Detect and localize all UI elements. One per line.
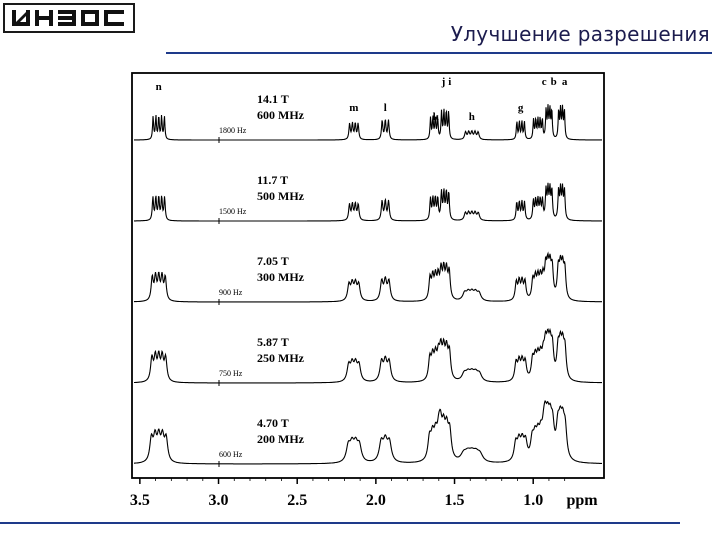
- frequency-label: 200 MHz: [257, 432, 305, 446]
- peak-label-b: b: [551, 76, 557, 88]
- field-strength-label: 11.7 T: [257, 173, 288, 187]
- hz-scale-label: 750 Hz: [219, 369, 243, 378]
- peak-label-m: m: [349, 102, 358, 114]
- peak-label-h: h: [469, 111, 475, 123]
- peak-label-n: n: [156, 81, 162, 93]
- frequency-label: 250 MHz: [257, 351, 305, 365]
- peak-label-l: l: [384, 102, 387, 114]
- footer-line: [0, 522, 680, 524]
- spectrum-1: 14.1 T 600 MHz 1800 Hz: [134, 92, 602, 143]
- peak-label-g: g: [518, 102, 524, 114]
- hz-scale-label: 600 Hz: [219, 450, 243, 459]
- peak-label-i: i: [448, 76, 451, 88]
- spectrum-2: 11.7 T 500 MHz 1500 Hz: [134, 173, 602, 224]
- spectrum-trace-3: [133, 251, 602, 303]
- spectrum-trace-4: [134, 327, 602, 384]
- x-axis-label: ppm: [566, 492, 598, 509]
- x-tick-label: 2.5: [287, 492, 307, 509]
- spectrum-3: 7.05 T 300 MHz 900 Hz: [133, 251, 602, 305]
- x-tick-label: 2.0: [366, 492, 386, 509]
- peak-label-a: a: [562, 76, 568, 88]
- frequency-label: 500 MHz: [257, 189, 305, 203]
- frequency-label: 300 MHz: [257, 270, 305, 284]
- plot-frame: [131, 72, 605, 479]
- logo-inepos: [3, 3, 135, 33]
- spectrum-trace-5: [134, 400, 602, 465]
- x-tick-label: 3.5: [130, 492, 150, 509]
- frequency-label: 600 MHz: [257, 108, 305, 122]
- x-tick-label: 3.0: [209, 492, 229, 509]
- field-strength-label: 14.1 T: [257, 92, 289, 106]
- hz-scale-label: 900 Hz: [219, 288, 243, 297]
- peak-label-k: k: [433, 111, 440, 123]
- title-underline: [166, 52, 712, 54]
- spectrum-5: 4.70 T 200 MHz 600 Hz: [134, 400, 602, 467]
- spectrum-4: 5.87 T 250 MHz 750 Hz: [134, 327, 602, 386]
- x-tick-label: 1.0: [523, 492, 543, 509]
- peak-label-j: j: [441, 76, 446, 88]
- nmr-spectra-chart: 14.1 T 600 MHz 1800 Hz 11.7 T 500 MHz 1500 Hz…: [130, 72, 605, 509]
- field-strength-label: 7.05 T: [257, 254, 289, 268]
- hz-scale-label: 1800 Hz: [219, 126, 247, 135]
- peak-label-c: c: [542, 76, 547, 88]
- spectrum-trace-1: [134, 104, 602, 141]
- spectrum-trace-2: [134, 182, 602, 222]
- x-tick-label: 1.5: [445, 492, 465, 509]
- field-strength-label: 4.70 T: [257, 416, 289, 430]
- field-strength-label: 5.87 T: [257, 335, 289, 349]
- hz-scale-label: 1500 Hz: [219, 207, 247, 216]
- slide-title: Улучшение разрешения: [450, 22, 710, 46]
